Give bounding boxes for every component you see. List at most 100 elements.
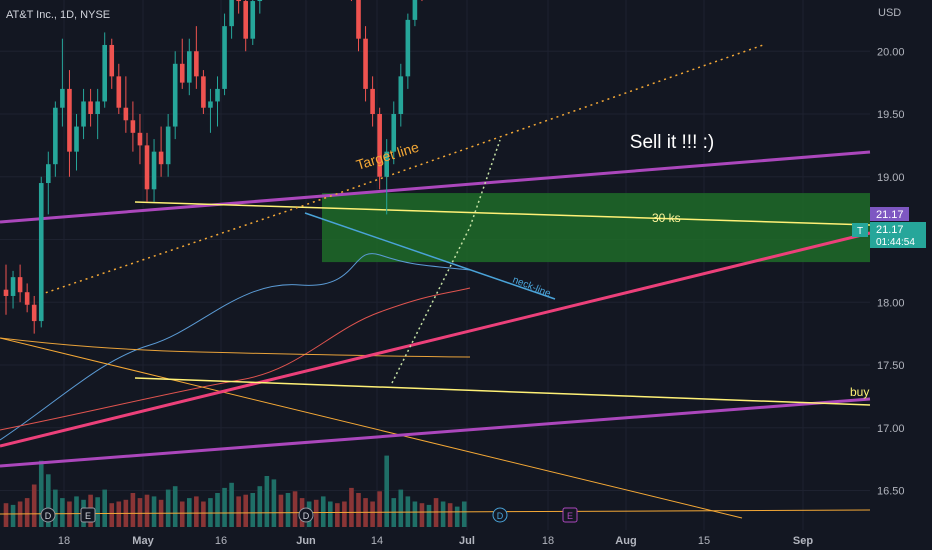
event-marker: E bbox=[80, 507, 96, 523]
candle-body bbox=[88, 101, 93, 114]
y-tick-label: 20.00 bbox=[877, 46, 905, 58]
sell-label: Sell it !!! :) bbox=[630, 132, 714, 153]
volume-bar bbox=[356, 493, 361, 527]
volume-bar bbox=[53, 489, 58, 527]
candles bbox=[3, 0, 423, 334]
candle-body bbox=[53, 107, 58, 165]
drawings bbox=[0, 43, 871, 519]
volume-bar bbox=[285, 493, 291, 527]
candle-body bbox=[151, 151, 157, 190]
y-tick-label: 19.50 bbox=[877, 109, 905, 121]
volume-bar bbox=[264, 476, 270, 527]
volume-bar bbox=[349, 487, 354, 527]
candle-body bbox=[144, 145, 150, 190]
event-marker-shape bbox=[80, 507, 96, 523]
pink-trend-line bbox=[0, 231, 871, 448]
volume-bar bbox=[172, 486, 178, 527]
candle-body bbox=[10, 277, 16, 296]
candle-body bbox=[81, 101, 86, 127]
volume-bar bbox=[24, 498, 30, 527]
volume-bar bbox=[313, 499, 319, 527]
volume-bar bbox=[179, 501, 185, 527]
yellow-upper-line bbox=[134, 201, 871, 226]
candle-body bbox=[123, 107, 129, 121]
volume-bar bbox=[250, 493, 256, 527]
event-marker-label: D bbox=[497, 511, 504, 521]
candle-body bbox=[46, 164, 51, 184]
candle-body bbox=[130, 120, 136, 133]
candle-body bbox=[356, 0, 361, 39]
candle-body bbox=[109, 44, 115, 77]
projection-line bbox=[391, 139, 501, 384]
event-marker-label: E bbox=[567, 511, 573, 521]
volume-bar bbox=[342, 501, 347, 527]
candle-body bbox=[102, 44, 107, 102]
candle-body bbox=[236, 0, 241, 2]
volume-bar bbox=[187, 498, 192, 527]
volume-bar bbox=[320, 496, 326, 527]
candle-body bbox=[3, 289, 9, 296]
volume-bar bbox=[292, 491, 298, 527]
candle-body bbox=[60, 88, 65, 108]
volume-bar bbox=[433, 498, 439, 527]
event-marker-shape bbox=[562, 507, 578, 523]
x-tick-label: 14 bbox=[371, 535, 383, 547]
upper-price-tag-text: 21.17 bbox=[876, 209, 904, 221]
candle-body bbox=[158, 151, 164, 165]
event-marker-label: D bbox=[303, 511, 310, 521]
volume-bar bbox=[384, 455, 389, 527]
ticker-badge-text: T bbox=[857, 226, 863, 237]
volume-bar bbox=[165, 489, 171, 527]
candle-body bbox=[384, 151, 389, 177]
x-tick-label: Jun bbox=[296, 535, 316, 547]
volume-bar bbox=[377, 491, 382, 527]
event-marker-label: E bbox=[85, 511, 91, 521]
candle-body bbox=[74, 126, 79, 152]
candle-body bbox=[67, 88, 72, 152]
last-price-tag bbox=[870, 222, 926, 248]
volume-bar bbox=[229, 482, 234, 527]
orange-horizontal-line bbox=[0, 509, 871, 515]
volume-bar bbox=[102, 489, 107, 527]
x-tick-label: Jul bbox=[459, 535, 475, 547]
y-axis: 16.5017.0017.5018.0018.5019.0019.5020.00… bbox=[852, 46, 926, 498]
x-tick-label: 15 bbox=[698, 535, 710, 547]
candle-body bbox=[24, 292, 30, 305]
candle-body bbox=[405, 19, 411, 77]
event-marker-shape bbox=[40, 507, 56, 523]
magenta-upper-line bbox=[0, 150, 871, 224]
x-tick-label: May bbox=[132, 535, 154, 547]
candle-body bbox=[391, 114, 397, 152]
x-tick-label: Aug bbox=[615, 535, 636, 547]
candle-body bbox=[398, 76, 404, 114]
magenta-lower-line bbox=[0, 397, 871, 468]
yellow-lower-line bbox=[134, 377, 871, 406]
volume-bar bbox=[46, 474, 51, 527]
candle-body bbox=[17, 277, 23, 293]
candle-body bbox=[95, 101, 100, 114]
volume-bar bbox=[236, 496, 241, 527]
volume-bar bbox=[271, 479, 277, 527]
candle-body bbox=[165, 126, 171, 165]
last-price-text: 21.17 bbox=[876, 224, 904, 236]
volume-bar bbox=[335, 503, 340, 527]
y-tick-label: 19.00 bbox=[877, 172, 905, 184]
candle-body bbox=[208, 101, 213, 108]
volume-bar bbox=[151, 496, 157, 527]
event-marker: D bbox=[298, 507, 314, 523]
volume-bar bbox=[426, 504, 432, 527]
ma-blue-line bbox=[0, 253, 471, 441]
volume-bar bbox=[461, 501, 467, 527]
candle-body bbox=[215, 88, 220, 102]
y-tick-label: 17.50 bbox=[877, 360, 905, 372]
event-marker-shape bbox=[492, 507, 508, 523]
volume-bar bbox=[60, 498, 65, 527]
candle-body bbox=[172, 63, 178, 127]
candle-body bbox=[370, 88, 375, 114]
event-marker: D bbox=[492, 507, 508, 523]
event-marker: E bbox=[562, 507, 578, 523]
y-tick-label: 18.00 bbox=[877, 297, 905, 309]
candle-body bbox=[179, 63, 185, 83]
